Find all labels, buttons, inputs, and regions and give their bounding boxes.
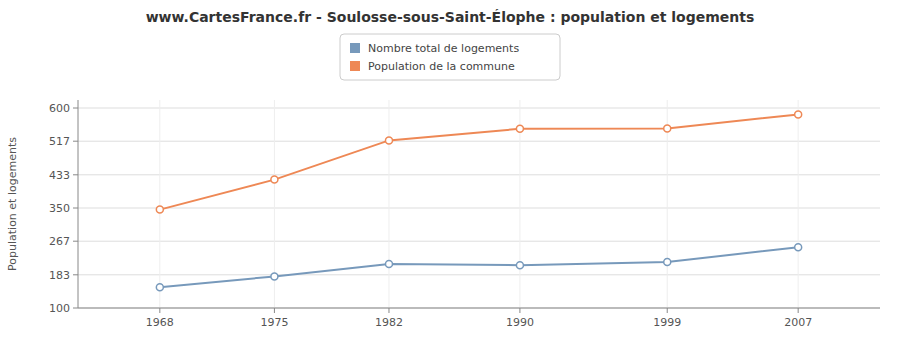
legend-label: Population de la commune: [368, 60, 515, 73]
grid-line-y: [78, 208, 880, 209]
y-tick: [73, 241, 78, 242]
data: [156, 111, 801, 291]
y-tick-label: 433: [49, 169, 70, 182]
grid-line-y: [78, 174, 880, 175]
point: [156, 284, 163, 291]
grid: [78, 100, 880, 308]
y-tick-label: 183: [49, 269, 70, 282]
point: [271, 176, 278, 183]
x-tick-label: 1990: [506, 316, 534, 329]
y-tick: [73, 141, 78, 142]
line: [160, 114, 798, 209]
legend-swatch: [350, 43, 360, 53]
x-tick-label: 1968: [146, 316, 174, 329]
series: [156, 244, 801, 291]
y-tick-label: 267: [49, 235, 70, 248]
point: [271, 273, 278, 280]
x-tick: [519, 308, 520, 313]
y-tick: [73, 208, 78, 209]
y-tick-label: 517: [49, 135, 70, 148]
x-tick-label: 1975: [260, 316, 288, 329]
title: www.CartesFrance.fr - Soulosse-sous-Sain…: [146, 9, 755, 25]
x-axis-line: [78, 308, 880, 309]
point: [385, 137, 392, 144]
point: [516, 262, 523, 269]
x-tick: [798, 308, 799, 313]
y-tick-label: 350: [49, 202, 70, 215]
grid-line-x: [388, 100, 389, 308]
legend-label: Nombre total de logements: [368, 42, 519, 55]
legend: Nombre total de logements Population de l…: [340, 34, 560, 80]
point: [795, 111, 802, 118]
grid-line-x: [159, 100, 160, 308]
grid-line-x: [798, 100, 799, 308]
legend-swatch: [350, 61, 360, 71]
y-axis-line: [78, 100, 79, 308]
y-tick-label: 100: [49, 302, 70, 315]
point: [156, 206, 163, 213]
y-tick: [73, 274, 78, 275]
line: [160, 247, 798, 287]
y-tick: [73, 108, 78, 109]
y-tick: [73, 174, 78, 175]
x-tick: [274, 308, 275, 313]
point: [795, 244, 802, 251]
chart: www.CartesFrance.fr - Soulosse-sous-Sain…: [0, 0, 900, 340]
x-tick-label: 1982: [375, 316, 403, 329]
x-tick: [388, 308, 389, 313]
grid-line-y: [78, 241, 880, 242]
grid-line-y: [78, 308, 880, 309]
y-tick-label: 600: [49, 102, 70, 115]
x-tick: [667, 308, 668, 313]
series: [156, 111, 801, 213]
point: [664, 259, 671, 266]
x-tick: [159, 308, 160, 313]
x-tick-label: 2007: [784, 316, 812, 329]
grid-line-y: [78, 274, 880, 275]
point: [516, 125, 523, 132]
y-tick: [73, 308, 78, 309]
y-axis-label: Population et logements: [6, 137, 19, 271]
grid-line-y: [78, 141, 880, 142]
point: [385, 261, 392, 268]
axes: 100 183 267 350 433 517 600 1968 1975 1982 1990 199…: [49, 100, 880, 329]
x-tick-label: 1999: [653, 316, 681, 329]
grid-line-y: [78, 108, 880, 109]
point: [664, 125, 671, 132]
legend-frame: [340, 34, 560, 80]
